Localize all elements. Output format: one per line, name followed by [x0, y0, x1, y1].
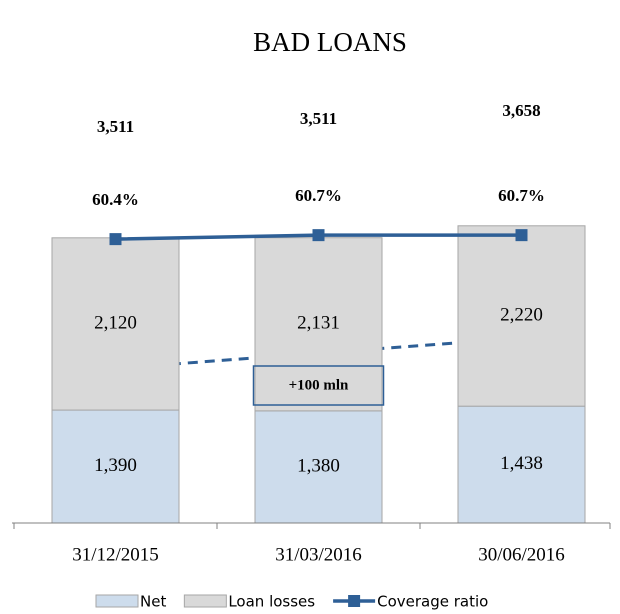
total-label: 3,511	[97, 117, 134, 136]
legend: Net Loan losses Coverage ratio	[95, 593, 488, 611]
data-label: 60.7%	[295, 186, 342, 205]
data-label: 2,120	[94, 312, 137, 333]
x-tick-label: 31/12/2015	[72, 544, 159, 565]
total-label: 3,658	[502, 101, 540, 120]
data-label: 1,380	[297, 455, 340, 476]
bar-segment	[457, 225, 586, 407]
data-label: 1,390	[94, 455, 137, 476]
bar-segment	[51, 237, 180, 411]
data-label: 2,220	[500, 304, 543, 325]
total-label: 3,511	[300, 109, 337, 128]
line-marker	[312, 229, 325, 242]
x-tick-label: 30/06/2016	[478, 544, 565, 565]
data-label: 60.7%	[498, 186, 545, 205]
annotation: +100 mln	[289, 377, 349, 393]
bar-segment	[51, 409, 180, 524]
legend-swatch	[183, 594, 227, 608]
line-marker	[109, 233, 122, 246]
chart-title: BAD LOANS	[253, 27, 407, 57]
legend-label: Net	[140, 593, 166, 611]
data-label: 1,438	[500, 453, 543, 474]
line-marker	[515, 229, 528, 242]
data-label: 60.4%	[92, 190, 139, 209]
legend-swatch	[95, 594, 139, 608]
data-label: 2,131	[297, 313, 340, 334]
x-tick-label: 31/03/2016	[275, 544, 362, 565]
annotation-box	[252, 365, 385, 406]
legend-label: Coverage ratio	[377, 593, 488, 611]
legend-swatch	[348, 595, 361, 607]
legend-label: Loan losses	[228, 593, 315, 611]
